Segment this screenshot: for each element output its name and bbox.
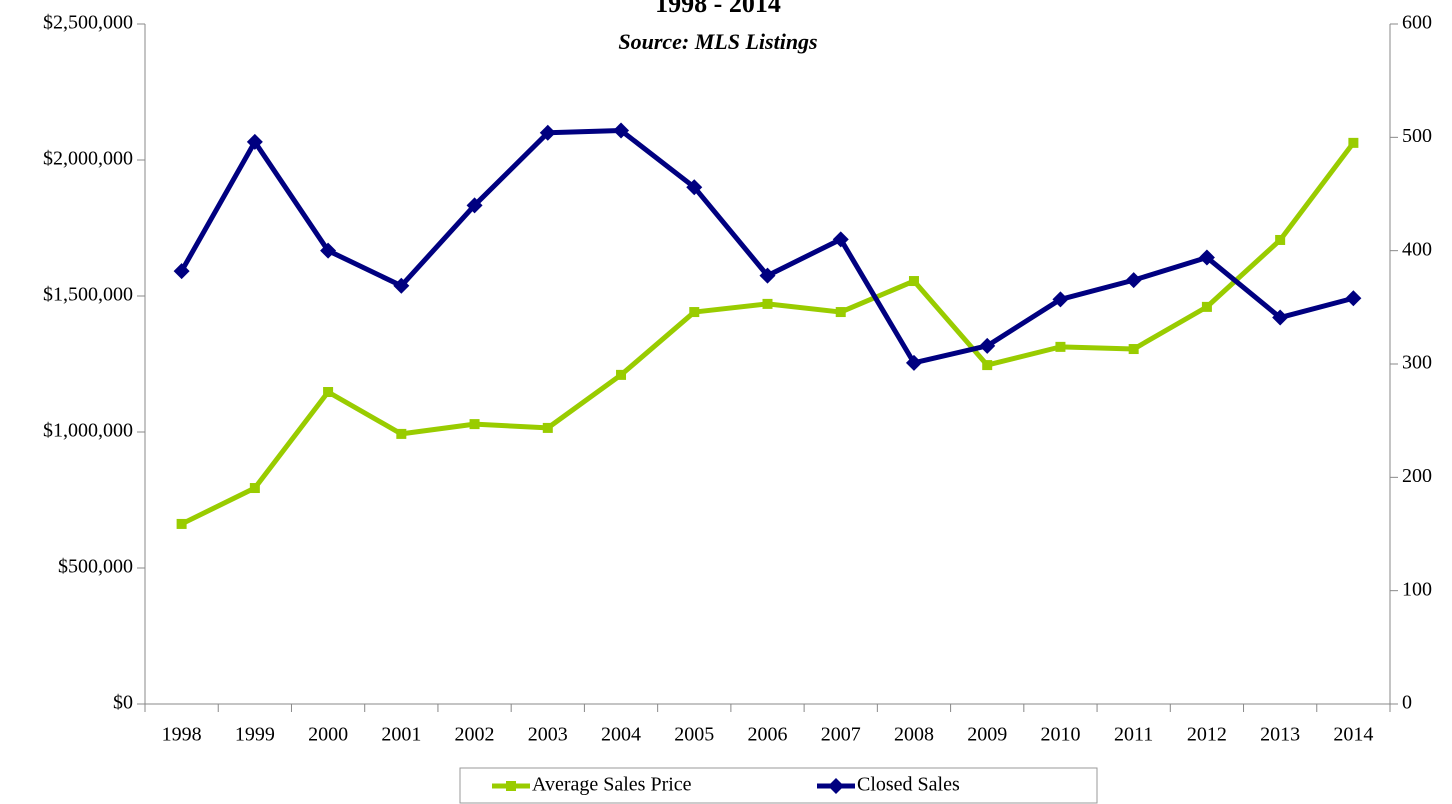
y2-tick-label: 400 [1402, 238, 1432, 260]
x-tick-label: 2011 [1114, 724, 1153, 746]
x-tick-label: 2009 [967, 724, 1007, 746]
y2-tick-label: 600 [1402, 12, 1432, 34]
marker [1125, 272, 1142, 289]
marker [686, 179, 703, 196]
marker [466, 197, 483, 214]
legend [459, 767, 1098, 804]
marker [835, 307, 846, 318]
marker [173, 263, 190, 280]
marker [762, 298, 773, 309]
x-tick-label: 2004 [601, 724, 641, 746]
marker [249, 483, 260, 494]
marker [1345, 290, 1362, 307]
y-tick-label: $1,000,000 [43, 420, 133, 442]
marker [542, 422, 553, 433]
x-tick-label: 2014 [1333, 724, 1373, 746]
x-tick-label: 1998 [162, 724, 202, 746]
marker [832, 231, 849, 248]
marker [905, 354, 922, 371]
chart-title: 1998 - 2014 [655, 0, 781, 18]
x-tick-label: 2000 [308, 724, 348, 746]
marker [1052, 291, 1069, 308]
marker [689, 307, 700, 318]
marker [759, 267, 776, 284]
x-tick-label: 1999 [235, 724, 275, 746]
line [179, 128, 1355, 366]
marker [1198, 249, 1215, 266]
y2-tick-label: 200 [1402, 465, 1432, 487]
marker [539, 124, 556, 141]
marker [1201, 301, 1212, 312]
marker [828, 778, 844, 794]
x-tick-label: 2008 [894, 724, 934, 746]
marker [396, 428, 407, 439]
y-tick-label: $500,000 [58, 556, 133, 578]
y-tick-label: $2,500,000 [43, 12, 133, 34]
x-tick-label: 2010 [1040, 724, 1080, 746]
marker [616, 369, 627, 380]
x-tick-label: 2006 [748, 724, 788, 746]
legend-label: Average Sales Price [532, 774, 692, 796]
chart-subtitle: Source: MLS Listings [618, 29, 817, 54]
marker [1272, 309, 1289, 326]
marker [908, 276, 919, 287]
x-tick-label: 2012 [1187, 724, 1227, 746]
marker [323, 387, 334, 398]
x-tick-label: 2001 [381, 724, 421, 746]
marker [393, 277, 410, 294]
marker [1055, 341, 1066, 352]
marker [506, 781, 516, 791]
y2-tick-label: 300 [1402, 352, 1432, 374]
legend-label: Closed Sales [857, 774, 960, 796]
marker [1128, 344, 1139, 355]
x-tick-label: 2013 [1260, 724, 1300, 746]
marker [176, 518, 187, 529]
line [180, 141, 1356, 527]
marker [469, 419, 480, 430]
marker [246, 133, 263, 150]
x-tick-label: 2003 [528, 724, 568, 746]
y2-tick-label: 0 [1402, 692, 1412, 714]
marker [1275, 234, 1286, 245]
marker [979, 337, 996, 354]
y2-tick-label: 100 [1402, 578, 1432, 600]
x-tick-label: 2002 [455, 724, 495, 746]
y-tick-label: $0 [113, 692, 133, 714]
y-tick-label: $2,000,000 [43, 148, 133, 170]
marker [1348, 137, 1359, 148]
x-tick-label: 2007 [821, 724, 861, 746]
marker [613, 122, 630, 139]
marker [982, 360, 993, 371]
y-tick-label: $1,500,000 [43, 284, 133, 306]
x-tick-label: 2005 [674, 724, 714, 746]
marker [320, 242, 337, 259]
y2-tick-label: 500 [1402, 125, 1432, 147]
